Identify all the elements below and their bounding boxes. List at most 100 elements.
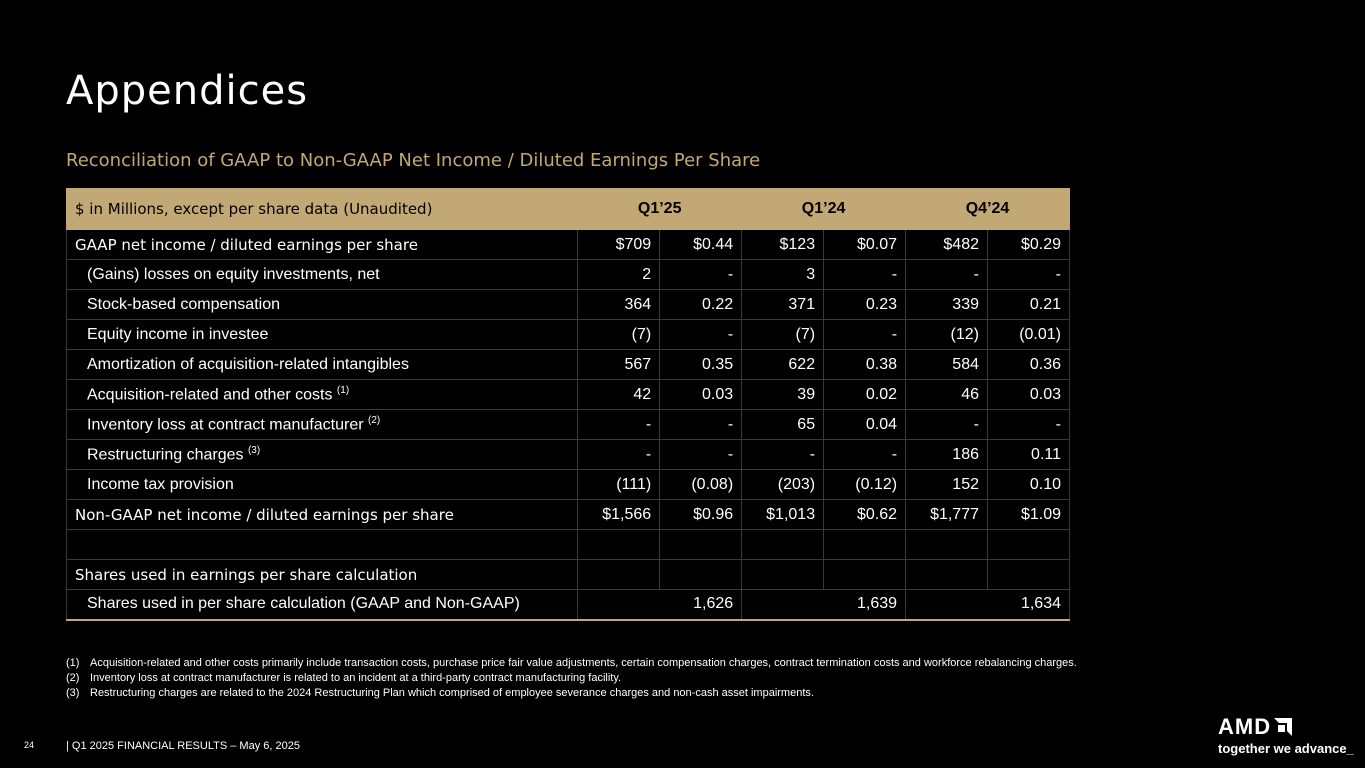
table-row: Acquisition-related and other costs (1) … [65, 379, 1070, 410]
cell: 584 [905, 349, 988, 380]
row-label: Income tax provision [65, 469, 579, 500]
cell: $0.62 [823, 499, 907, 530]
row-label: Non-GAAP net income / diluted earnings p… [65, 499, 579, 530]
logo-wordmark-row: AMD [1218, 714, 1354, 740]
cell: (0.12) [823, 469, 907, 500]
table-subtitle: Reconciliation of GAAP to Non-GAAP Net I… [66, 150, 761, 171]
cell: $0.07 [823, 229, 907, 260]
empty-cell [577, 559, 661, 590]
reconciliation-table: $ in Millions, except per share data (Un… [65, 188, 1070, 621]
table-row: Inventory loss at contract manufacturer … [65, 409, 1070, 440]
cell: (7) [741, 319, 825, 350]
row-label: Equity income in investee [65, 319, 579, 350]
table-row: Stock-based compensation 364 0.22 371 0.… [65, 289, 1070, 320]
cell: 339 [905, 289, 988, 320]
cell: - [577, 409, 661, 440]
cell: 0.35 [659, 349, 743, 380]
cell: 1,626 [577, 589, 743, 621]
row-label-text: Inventory loss at contract manufacturer [87, 416, 369, 434]
cell: $482 [905, 229, 988, 260]
cell: 1,639 [741, 589, 907, 621]
table-row: Shares used in per share calculation (GA… [65, 589, 1070, 621]
empty-cell [65, 529, 579, 560]
footnote-number: (3) [66, 687, 80, 699]
header-period-q4-24: Q4’24 [905, 188, 1070, 230]
empty-cell [741, 559, 825, 590]
table-row: GAAP net income / diluted earnings per s… [65, 229, 1070, 260]
cell: 622 [741, 349, 825, 380]
cell: 0.22 [659, 289, 743, 320]
cell: 0.36 [987, 349, 1070, 380]
cell: - [823, 259, 907, 290]
cell: (7) [577, 319, 661, 350]
cell: - [823, 319, 907, 350]
cell: 0.03 [659, 379, 743, 410]
section-label: Shares used in earnings per share calcul… [65, 559, 579, 590]
cell: - [577, 439, 661, 470]
cell: (0.01) [987, 319, 1070, 350]
cell: $1,777 [905, 499, 988, 530]
row-label: Amortization of acquisition-related inta… [65, 349, 579, 380]
cell: 42 [577, 379, 661, 410]
footnote-ref: (3) [247, 444, 261, 456]
cell: 0.10 [987, 469, 1070, 500]
row-label: Inventory loss at contract manufacturer … [65, 409, 579, 440]
empty-cell [987, 559, 1070, 590]
empty-cell [987, 529, 1070, 560]
table-row: Amortization of acquisition-related inta… [65, 349, 1070, 380]
footnote-text: Inventory loss at contract manufacturer … [90, 672, 622, 684]
cell: - [659, 409, 743, 440]
logo-wordmark: AMD [1218, 714, 1272, 739]
table-header-row: $ in Millions, except per share data (Un… [65, 188, 1070, 230]
cell: 1,634 [905, 589, 1070, 621]
empty-cell [659, 529, 743, 560]
cell: (203) [741, 469, 825, 500]
amd-arrow-icon [1274, 718, 1293, 736]
footnote-ref: (2) [368, 414, 381, 426]
row-label: Acquisition-related and other costs (1) [65, 379, 579, 410]
cell: (12) [905, 319, 988, 350]
cell: - [659, 259, 743, 290]
cell: 0.03 [987, 379, 1070, 410]
footnote: (1) Acquisition-related and other costs p… [66, 656, 1077, 671]
footer-text: | Q1 2025 FINANCIAL RESULTS – May 6, 202… [66, 740, 300, 752]
footnote: (3) Restructuring charges are related to … [66, 686, 1077, 701]
row-label-text: Restructuring charges [87, 446, 248, 464]
cell: 364 [577, 289, 661, 320]
cell: $1.09 [987, 499, 1070, 530]
table-row: Restructuring charges (3) - - - - 186 0.… [65, 439, 1070, 470]
cell: - [987, 259, 1070, 290]
header-period-q1-25: Q1’25 [577, 188, 743, 230]
cell: 371 [741, 289, 825, 320]
row-label: Restructuring charges (3) [65, 439, 579, 470]
row-label: (Gains) losses on equity investments, ne… [65, 259, 579, 290]
cell: - [741, 439, 825, 470]
cell: $1,566 [577, 499, 661, 530]
footnotes: (1) Acquisition-related and other costs p… [66, 656, 1077, 701]
cell: 2 [577, 259, 661, 290]
amd-logo: AMD together we advance_ [1218, 714, 1354, 756]
header-label: $ in Millions, except per share data (Un… [65, 188, 579, 230]
table-row: Shares used in earnings per share calcul… [65, 559, 1070, 590]
footnote-number: (2) [66, 672, 80, 684]
cell: 39 [741, 379, 825, 410]
cell: 0.02 [823, 379, 907, 410]
cell: - [987, 409, 1070, 440]
cell: $123 [741, 229, 825, 260]
footnote-text: Acquisition-related and other costs prim… [90, 657, 1077, 669]
cell: 0.21 [987, 289, 1070, 320]
empty-cell [905, 559, 988, 590]
cell: $0.29 [987, 229, 1070, 260]
cell: 0.04 [823, 409, 907, 440]
row-label: Shares used in per share calculation (GA… [65, 589, 579, 621]
cell: (0.08) [659, 469, 743, 500]
cell: 0.23 [823, 289, 907, 320]
cell: - [905, 259, 988, 290]
table-row: Income tax provision (111) (0.08) (203) … [65, 469, 1070, 500]
empty-cell [659, 559, 743, 590]
cell: 46 [905, 379, 988, 410]
cell: $0.44 [659, 229, 743, 260]
page-number: 24 [24, 740, 35, 750]
cell: $709 [577, 229, 661, 260]
cell: (111) [577, 469, 661, 500]
